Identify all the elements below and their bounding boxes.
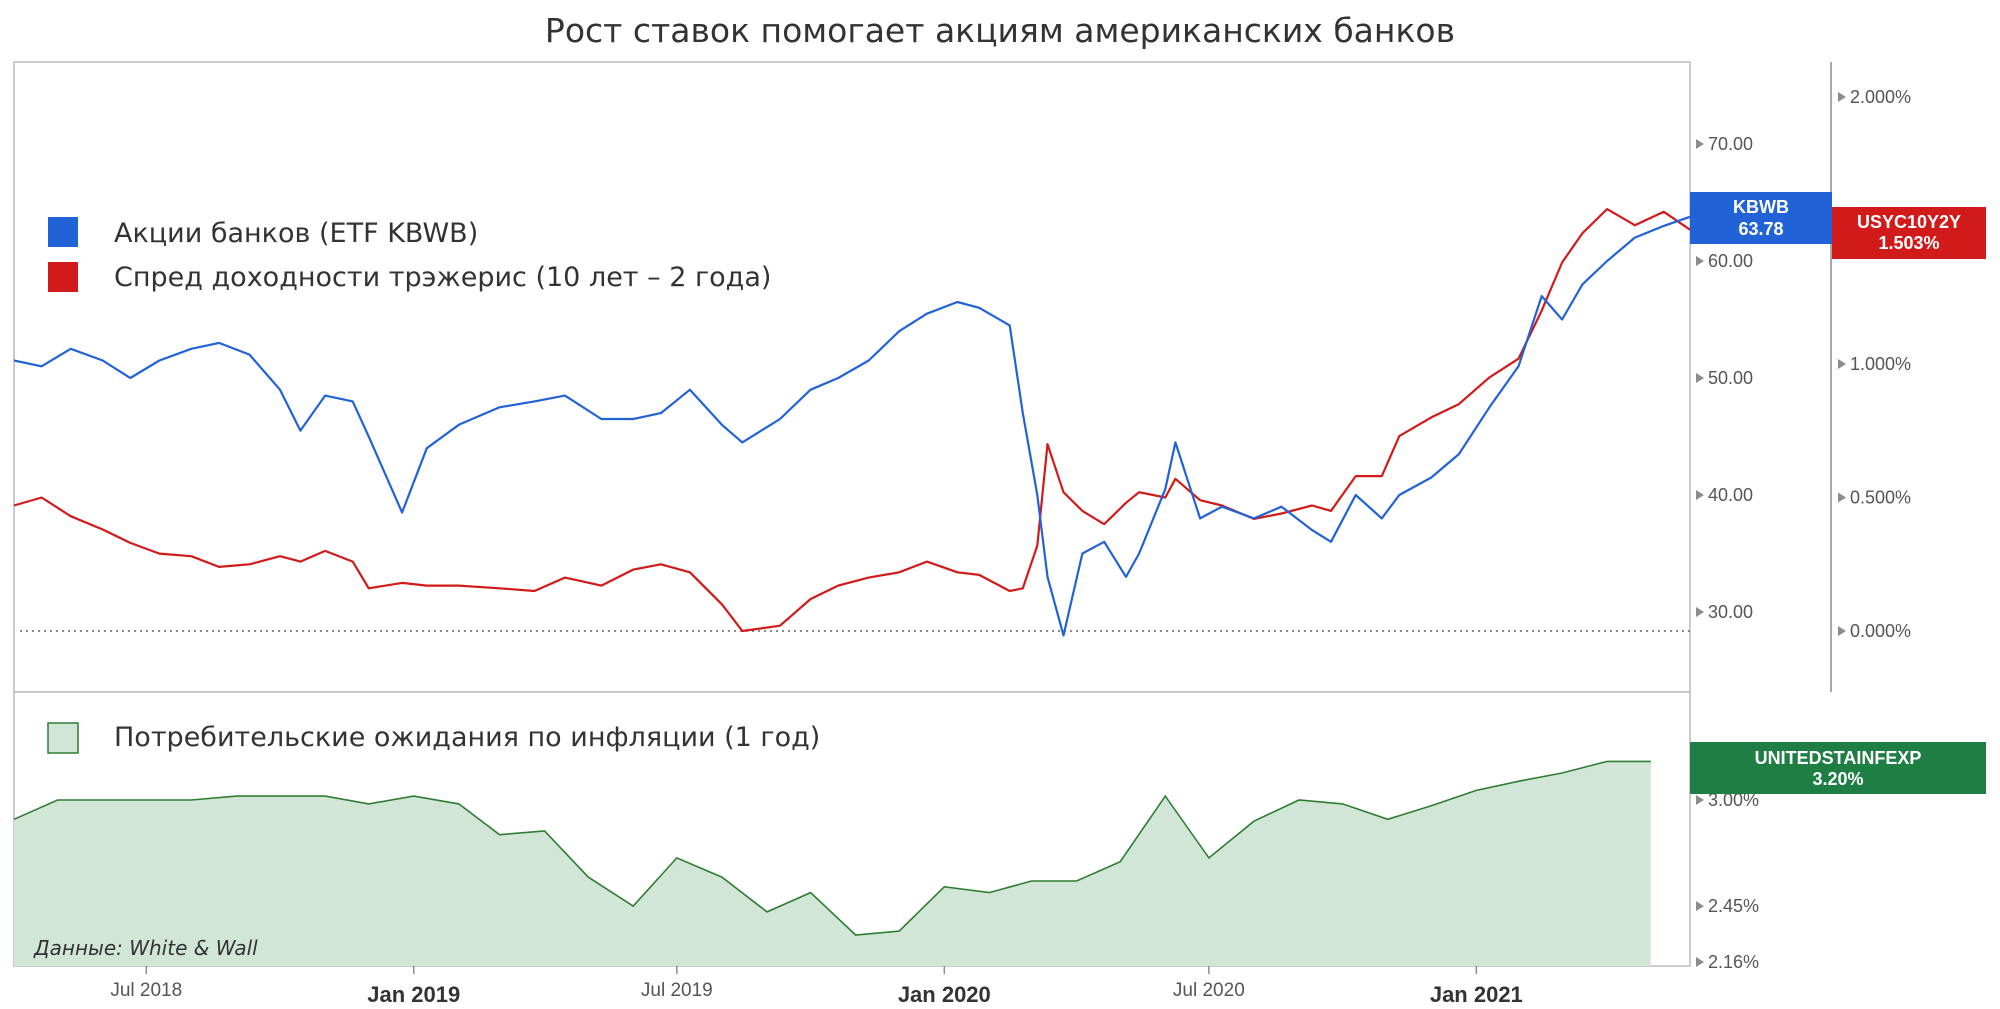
kbwb-value-tag: KBWB 63.78 [1690, 192, 1832, 244]
bottom-axis-tick-marker [1696, 901, 1704, 912]
right-axis-tick-marker [1838, 626, 1846, 636]
chart-title: Рост ставок помогает акциям американских… [545, 11, 1455, 50]
x-ticks-group: Jul 2018 Jan 2019 Jul 2019 Jan 2020 Jul 2020… [110, 966, 1523, 1007]
x-tick-label: Jan 2019 [367, 982, 460, 1007]
inflation-area-fill [14, 761, 1651, 966]
right-axis-tick-marker [1838, 359, 1846, 369]
y-ticks-group: 70.00 60.00 50.00 40.00 30.00 2.000% 1.000% 0.5… [1696, 87, 1911, 972]
left-axis-tick-marker [1696, 607, 1704, 617]
series-line-usyc10y2y [13, 208, 1691, 633]
x-tick-label: Jul 2018 [110, 980, 182, 1001]
spread-tag-value: 1.503% [1878, 233, 1939, 253]
legend-swatch-kbwb [48, 217, 78, 247]
lines-group [13, 208, 1691, 637]
inflation-tag-label: UNITEDSTAINFEXP [1755, 748, 1922, 768]
inflation-area-group [13, 760, 1651, 966]
left-axis-tick: 50.00 [1708, 368, 1753, 388]
right-axis-tick: 2.000% [1850, 87, 1911, 107]
spread-value-tag: USYC10Y2Y 1.503% [1832, 207, 1986, 259]
x-tick-label: Jul 2019 [641, 980, 713, 1001]
legend-swatch-inflation [47, 722, 79, 754]
x-tick-label: Jan 2021 [1430, 982, 1523, 1007]
legend-label-inflation: Потребительские ожидания по инфляции (1 … [114, 722, 820, 753]
bottom-axis-tick: 3.00% [1708, 790, 1759, 810]
bottom-axis-tick-marker [1696, 795, 1704, 805]
inflation-value-tag: UNITEDSTAINFEXP 3.20% [1690, 742, 1986, 794]
source-note: Данные: White & Wall [33, 936, 258, 960]
right-axis-tick: 1.000% [1850, 354, 1911, 374]
right-axis-tick-marker [1838, 92, 1846, 102]
left-axis-tick-marker [1696, 139, 1704, 149]
left-axis-tick-marker [1696, 490, 1704, 500]
inflation-tag-value: 3.20% [1812, 769, 1863, 789]
left-axis-tick-marker [1696, 373, 1704, 383]
bottom-axis-tick-marker [1696, 957, 1704, 967]
top-panel-frame [13, 61, 1691, 693]
kbwb-tag-value: 63.78 [1738, 219, 1783, 239]
legend-label-spread: Спред доходности трэжерис (10 лет – 2 го… [114, 262, 771, 293]
kbwb-tag-label: KBWB [1733, 197, 1789, 217]
left-axis-tick-marker [1696, 256, 1704, 266]
legend-label-kbwb: Акции банков (ETF KBWB) [114, 218, 478, 249]
x-tick-label: Jul 2020 [1173, 980, 1245, 1001]
spread-tag-label: USYC10Y2Y [1857, 212, 1961, 232]
bottom-axis-tick: 2.16% [1708, 952, 1759, 972]
x-tick-label: Jan 2020 [898, 982, 991, 1007]
left-axis-tick: 70.00 [1708, 134, 1753, 154]
right-axis-tick-marker [1838, 492, 1846, 503]
series-line-kbwb [13, 215, 1691, 637]
legend-swatch-spread [48, 262, 78, 292]
inflation-line [13, 760, 1651, 936]
left-axis-tick: 40.00 [1708, 485, 1753, 505]
right-axis-tick: 0.500% [1850, 488, 1911, 508]
left-axis-tick: 30.00 [1708, 602, 1753, 622]
bottom-axis-tick: 2.45% [1708, 896, 1759, 916]
right-axis-tick: 0.000% [1850, 621, 1911, 641]
left-axis-tick: 60.00 [1708, 251, 1753, 271]
